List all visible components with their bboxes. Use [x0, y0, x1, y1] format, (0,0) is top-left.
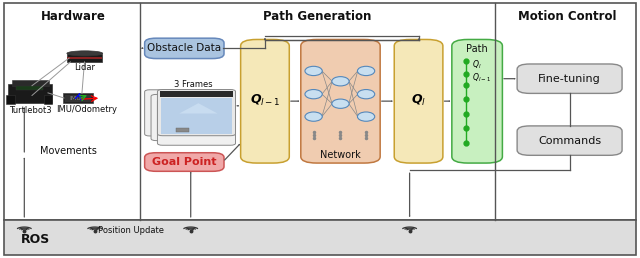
- Bar: [16, 86, 43, 90]
- Text: $Q_l$: $Q_l$: [472, 58, 481, 71]
- Text: Obstacle Data: Obstacle Data: [147, 43, 221, 53]
- FancyBboxPatch shape: [301, 39, 380, 163]
- FancyBboxPatch shape: [452, 39, 502, 163]
- Bar: [63, 93, 93, 103]
- FancyBboxPatch shape: [151, 94, 229, 141]
- Bar: [65, 95, 91, 102]
- FancyBboxPatch shape: [157, 90, 236, 136]
- Bar: [160, 91, 233, 97]
- Ellipse shape: [332, 99, 349, 108]
- Text: Goal Point: Goal Point: [152, 157, 216, 167]
- Ellipse shape: [67, 51, 103, 56]
- Text: Network: Network: [320, 150, 361, 160]
- Text: Lidar: Lidar: [74, 63, 95, 71]
- Bar: [161, 98, 232, 134]
- Text: Path Generation: Path Generation: [263, 10, 371, 23]
- Bar: [6, 95, 15, 104]
- Text: $\boldsymbol{Q}_{l}$: $\boldsymbol{Q}_{l}$: [411, 93, 426, 108]
- Text: Commands: Commands: [538, 136, 601, 146]
- Text: $\boldsymbol{Q}_{l-1}$: $\boldsymbol{Q}_{l-1}$: [250, 93, 280, 108]
- Polygon shape: [179, 103, 218, 114]
- Text: IMU/Odometry: IMU/Odometry: [56, 105, 117, 114]
- Ellipse shape: [357, 112, 375, 121]
- Text: Position Update: Position Update: [98, 226, 164, 235]
- Ellipse shape: [357, 90, 375, 99]
- Bar: [8, 84, 52, 103]
- Text: Path: Path: [466, 44, 488, 54]
- FancyBboxPatch shape: [145, 90, 223, 136]
- Bar: [67, 54, 102, 62]
- Text: Fine-tuning: Fine-tuning: [538, 74, 601, 84]
- Bar: [4, 220, 636, 255]
- Bar: [12, 80, 49, 86]
- Text: Motion Control: Motion Control: [518, 10, 616, 23]
- FancyBboxPatch shape: [517, 64, 622, 93]
- FancyBboxPatch shape: [241, 39, 289, 163]
- FancyBboxPatch shape: [145, 38, 224, 59]
- Bar: [176, 128, 189, 132]
- Ellipse shape: [305, 112, 323, 121]
- Text: Movements: Movements: [40, 146, 97, 156]
- FancyBboxPatch shape: [145, 153, 224, 171]
- Ellipse shape: [357, 66, 375, 76]
- FancyBboxPatch shape: [394, 39, 443, 163]
- Text: Turtlebot3: Turtlebot3: [10, 106, 52, 115]
- Text: Hardware: Hardware: [41, 10, 106, 23]
- FancyBboxPatch shape: [157, 99, 236, 145]
- Ellipse shape: [305, 90, 323, 99]
- Text: ROS: ROS: [20, 233, 50, 246]
- Text: IMU: IMU: [70, 96, 81, 101]
- Ellipse shape: [305, 66, 323, 76]
- Text: 3 Frames: 3 Frames: [174, 80, 212, 89]
- Bar: [4, 3, 636, 220]
- Bar: [67, 57, 102, 59]
- Ellipse shape: [332, 77, 349, 86]
- FancyBboxPatch shape: [517, 126, 622, 155]
- Bar: [44, 95, 52, 104]
- Text: $Q_{l-1}$: $Q_{l-1}$: [472, 71, 491, 84]
